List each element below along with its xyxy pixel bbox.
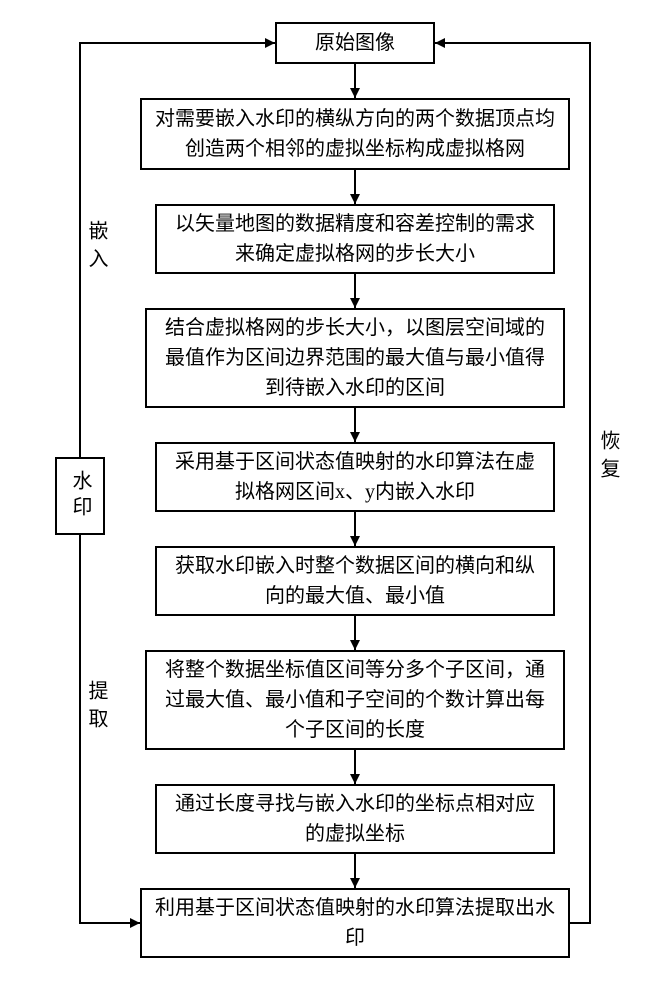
node-label: 对需要嵌入水印的横纵方向的两个数据顶点均创造两个相邻的虚拟坐标构成虚拟格网 (152, 104, 558, 164)
label-embed: 嵌入 (82, 220, 111, 276)
node-label: 利用基于区间状态值映射的水印算法提取出水印 (152, 893, 558, 953)
node-step5: 获取水印嵌入时整个数据区间的横向和纵向的最大值、最小值 (155, 546, 555, 616)
node-step4: 采用基于区间状态值映射的水印算法在虚拟格网区间x、y内嵌入水印 (155, 442, 555, 512)
label-extract: 提取 (82, 680, 111, 736)
node-label: 通过长度寻找与嵌入水印的坐标点相对应的虚拟坐标 (167, 789, 543, 849)
node-label: 结合虚拟格网的步长大小，以图层空间域的最值作为区间边界范围的最大值与最小值得到待… (157, 313, 553, 403)
node-label: 原始图像 (315, 28, 395, 58)
node-step7: 通过长度寻找与嵌入水印的坐标点相对应的虚拟坐标 (155, 784, 555, 854)
side-label-text: 提取 (85, 680, 107, 736)
side-label-text: 嵌入 (85, 220, 107, 276)
node-original-image: 原始图像 (275, 22, 435, 64)
node-label: 将整个数据坐标值区间等分多个子区间，通过最大值、最小值和子空间的个数计算出每个子… (157, 655, 553, 745)
node-step3: 结合虚拟格网的步长大小，以图层空间域的最值作为区间边界范围的最大值与最小值得到待… (145, 308, 565, 408)
node-step8: 利用基于区间状态值映射的水印算法提取出水印 (140, 888, 570, 958)
node-step2: 以矢量地图的数据精度和容差控制的需求来确定虚拟格网的步长大小 (155, 204, 555, 274)
node-watermark: 水印 (55, 457, 105, 535)
node-label: 采用基于区间状态值映射的水印算法在虚拟格网区间x、y内嵌入水印 (167, 447, 543, 507)
node-step1: 对需要嵌入水印的横纵方向的两个数据顶点均创造两个相邻的虚拟坐标构成虚拟格网 (140, 98, 570, 170)
node-step6: 将整个数据坐标值区间等分多个子区间，通过最大值、最小值和子空间的个数计算出每个子… (145, 650, 565, 750)
side-label-text: 恢复 (597, 430, 619, 486)
node-label: 以矢量地图的数据精度和容差控制的需求来确定虚拟格网的步长大小 (167, 209, 543, 269)
node-label: 获取水印嵌入时整个数据区间的横向和纵向的最大值、最小值 (167, 551, 543, 611)
node-label: 水印 (65, 470, 95, 522)
label-recover: 恢复 (594, 430, 623, 486)
